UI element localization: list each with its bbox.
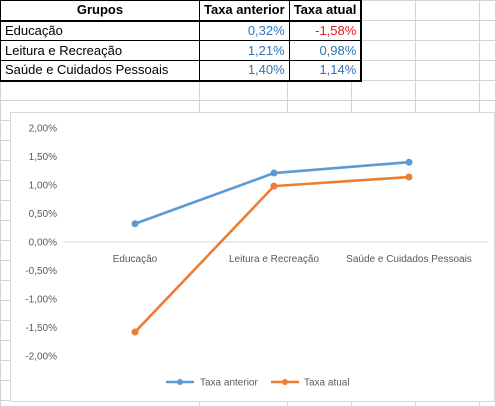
table-row: Educação 0,32% -1,58% (0, 20, 363, 41)
cell-grupo[interactable]: Educação (0, 20, 200, 41)
table-row: Saúde e Cuidados Pessoais 1,40% 1,14% (0, 60, 363, 82)
y-tick-label: -1,50% (25, 323, 57, 334)
header-taxa-anterior[interactable]: Taxa anterior (199, 0, 290, 22)
data-point (405, 158, 413, 166)
y-tick-label: 1,00% (29, 181, 57, 192)
legend-marker (177, 379, 183, 385)
data-point (131, 220, 139, 228)
table-row: Leitura e Recreação 1,21% 0,98% (0, 40, 363, 61)
legend-marker (282, 379, 288, 385)
cell-atual[interactable]: 1,14% (288, 60, 363, 82)
y-tick-label: 2,00% (29, 124, 57, 135)
data-point (131, 328, 139, 336)
x-tick-label: Leitura e Recreação (229, 254, 319, 265)
cell-grupo[interactable]: Saúde e Cuidados Pessoais (0, 60, 200, 82)
y-tick-label: 0,00% (29, 238, 57, 249)
cell-anterior[interactable]: 0,32% (199, 20, 290, 41)
legend-label: Taxa atual (304, 378, 350, 389)
x-tick-label: Saúde e Cuidados Pessoais (346, 254, 472, 265)
data-point (270, 169, 278, 177)
chart-canvas: 2,00% 1,50% 1,00% 0,50% 0,00% -0,50% -1,00% -1,… (25, 124, 489, 389)
y-tick-label: -0,50% (25, 266, 57, 277)
line-chart[interactable]: 2,00% 1,50% 1,00% 0,50% 0,00% -0,50% -1,00% -1,… (10, 112, 495, 402)
data-point (405, 173, 413, 181)
y-tick-label: -1,00% (25, 295, 57, 306)
x-tick-label: Educação (113, 254, 158, 265)
cell-grupo[interactable]: Leitura e Recreação (0, 40, 200, 61)
y-tick-label: -2,00% (25, 352, 57, 363)
header-taxa-atual[interactable]: Taxa atual (288, 0, 363, 22)
cell-atual[interactable]: 0,98% (288, 40, 363, 61)
legend-label: Taxa anterior (200, 378, 258, 389)
cell-atual[interactable]: -1,58% (288, 20, 363, 41)
cell-anterior[interactable]: 1,40% (199, 60, 290, 82)
y-tick-label: 0,50% (29, 209, 57, 220)
data-table: Grupos Taxa anterior Taxa atual Educação… (0, 0, 363, 82)
table-header-row: Grupos Taxa anterior Taxa atual (0, 0, 363, 22)
cell-anterior[interactable]: 1,21% (199, 40, 290, 61)
data-point (270, 182, 278, 190)
header-grupos[interactable]: Grupos (0, 0, 200, 22)
y-tick-label: 1,50% (29, 152, 57, 163)
